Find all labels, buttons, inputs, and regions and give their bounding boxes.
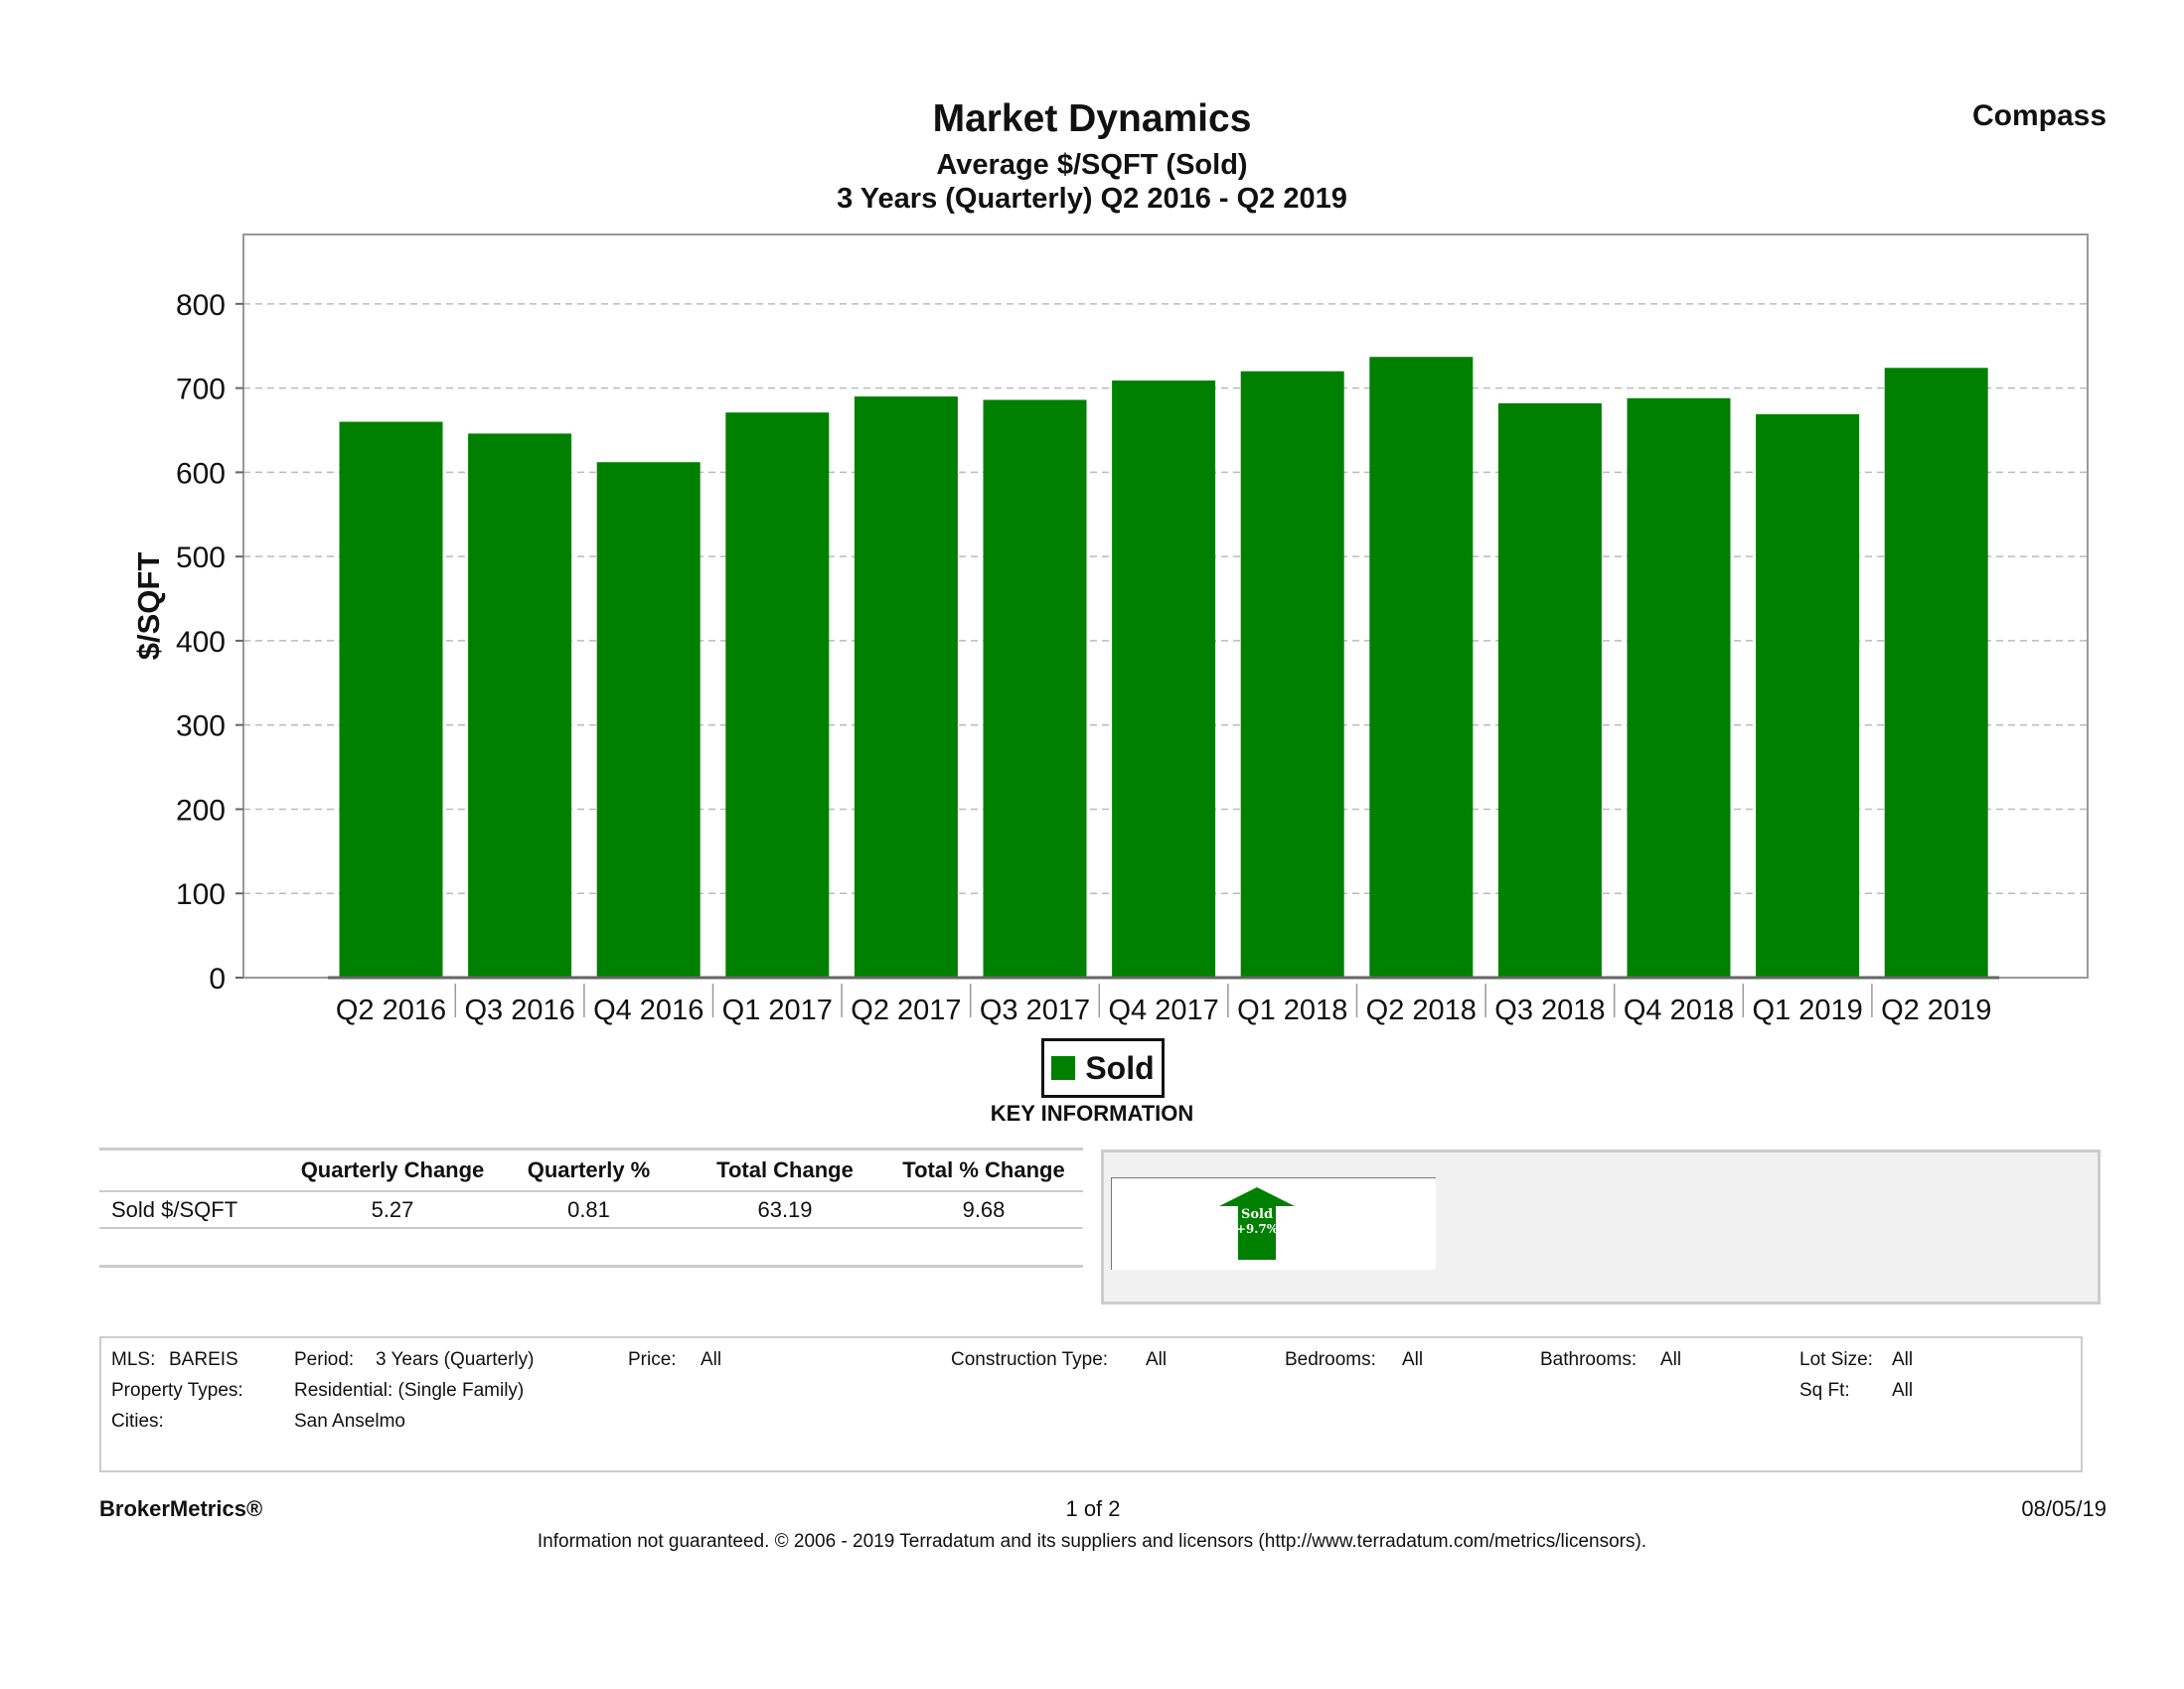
- cities-value: San Anselmo: [294, 1411, 405, 1432]
- bar-q1-2018: [1240, 371, 1344, 978]
- bar-chart: 0 100 200 300 400 500 600 700 800 Q2 2016 Q3 2016…: [131, 233, 2089, 1026]
- bar-q1-2017: [725, 412, 830, 978]
- legend-swatch-sold: [1051, 1056, 1076, 1080]
- x-tick-label: Q1 2018: [1237, 995, 1347, 1026]
- y-axis-ticks: 0 100 200 300 400 500 600 700 800: [176, 289, 243, 996]
- page-number: 1 of 2: [1065, 1496, 1121, 1521]
- bedrooms-label: Bedrooms:: [1285, 1349, 1376, 1370]
- table-header-row: Quarterly Change Quarterly % Total Chang…: [99, 1151, 1083, 1192]
- change-indicator-box: Sold +9.7%: [1111, 1177, 1436, 1270]
- sqft-label: Sq Ft:: [1799, 1380, 1850, 1401]
- mls-value: BAREIS: [169, 1349, 238, 1370]
- report-title: Market Dynamics: [932, 97, 1252, 140]
- header-quarterly-change: Quarterly Change: [293, 1151, 492, 1192]
- report-date: 08/05/19: [2021, 1496, 2106, 1521]
- x-tick-label: Q3 2018: [1494, 995, 1605, 1026]
- header-total-change: Total Change: [686, 1151, 884, 1192]
- property-types-value: Residential: (Single Family): [294, 1380, 525, 1401]
- bar-q2-2016: [339, 421, 443, 978]
- cities-label: Cities:: [111, 1411, 164, 1432]
- header-blank: [99, 1151, 293, 1192]
- cell-quarterly-change: 5.27: [293, 1191, 492, 1229]
- cell-total-change: 63.19: [686, 1191, 884, 1229]
- period-value: 3 Years (Quarterly): [376, 1349, 535, 1370]
- x-tick-label: Q3 2017: [980, 995, 1090, 1026]
- chart-legend: Sold: [1041, 1038, 1165, 1098]
- report-subtitle: Average $/SQFT (Sold): [936, 149, 1248, 181]
- bar-q4-2018: [1627, 397, 1731, 978]
- up-arrow-shape: [1219, 1187, 1295, 1260]
- construction-value: All: [1146, 1349, 1168, 1370]
- x-tick-label: Q2 2017: [851, 995, 961, 1026]
- y-tick-label: 0: [209, 963, 226, 996]
- x-tick-label: Q4 2018: [1624, 995, 1734, 1026]
- price-value: All: [701, 1349, 722, 1370]
- bathrooms-value: All: [1660, 1349, 1682, 1370]
- price-label: Price:: [628, 1349, 677, 1370]
- x-tick-label: Q3 2016: [464, 995, 574, 1026]
- row-label: Sold $/SQFT: [99, 1191, 293, 1229]
- y-tick-label: 200: [176, 794, 226, 827]
- bar-q2-2018: [1369, 357, 1474, 978]
- x-tick-label: Q4 2017: [1108, 995, 1218, 1026]
- bar-q3-2018: [1497, 402, 1602, 978]
- bar-q2-2017: [854, 396, 958, 978]
- footer-brand: BrokerMetrics®: [99, 1496, 263, 1521]
- construction-label: Construction Type:: [951, 1349, 1109, 1370]
- key-information-title: KEY INFORMATION: [990, 1101, 1194, 1126]
- y-tick-label: 800: [176, 289, 226, 322]
- x-tick-label: Q1 2019: [1752, 995, 1862, 1026]
- x-tick-label: Q2 2016: [336, 995, 446, 1026]
- up-arrow-icon: Sold +9.7%: [1219, 1187, 1295, 1260]
- search-criteria-box: [99, 1336, 2083, 1472]
- header-quarterly-pct: Quarterly %: [492, 1151, 686, 1192]
- legend-label-sold: Sold: [1085, 1049, 1155, 1086]
- y-tick-label: 700: [176, 374, 226, 406]
- bathrooms-label: Bathrooms:: [1540, 1349, 1638, 1370]
- y-tick-label: 100: [176, 878, 226, 911]
- bar-q1-2019: [1756, 413, 1860, 979]
- bar-series-sold: [339, 357, 1988, 979]
- y-tick-label: 500: [176, 541, 226, 574]
- sqft-value: All: [1892, 1380, 1914, 1401]
- bar-q4-2016: [596, 462, 701, 978]
- header-total-pct-change: Total % Change: [884, 1151, 1083, 1192]
- y-tick-label: 300: [176, 710, 226, 743]
- table-row: Sold $/SQFT 5.27 0.81 63.19 9.68: [99, 1191, 1083, 1229]
- mls-label: MLS:: [111, 1349, 156, 1370]
- y-tick-label: 400: [176, 626, 226, 659]
- bar-q2-2019: [1884, 368, 1988, 978]
- badge-value: +9.7%: [1236, 1222, 1279, 1236]
- bedrooms-value: All: [1402, 1349, 1424, 1370]
- lotsize-value: All: [1892, 1349, 1914, 1370]
- bar-q4-2017: [1112, 380, 1216, 978]
- x-tick-label: Q1 2017: [722, 995, 833, 1026]
- table-row-empty: [99, 1228, 1083, 1268]
- y-tick-label: 600: [176, 457, 226, 490]
- y-axis-label: $/SQFT: [131, 552, 166, 661]
- cell-total-pct-change: 9.68: [884, 1191, 1083, 1229]
- bar-q3-2016: [468, 433, 572, 978]
- lotsize-label: Lot Size:: [1799, 1349, 1873, 1370]
- brand-name: Compass: [1971, 99, 2106, 132]
- key-table-top-rule: [99, 1148, 1083, 1151]
- cell-quarterly-pct: 0.81: [492, 1191, 686, 1229]
- bar-q3-2017: [983, 399, 1087, 979]
- period-label: Period:: [294, 1349, 355, 1370]
- report-period: 3 Years (Quarterly) Q2 2016 - Q2 2019: [837, 183, 1347, 215]
- x-tick-label: Q4 2016: [593, 995, 703, 1026]
- disclaimer: Information not guaranteed. © 2006 - 201…: [537, 1531, 1647, 1552]
- badge-label: Sold: [1241, 1207, 1273, 1222]
- x-axis-ticks: Q2 2016 Q3 2016 Q4 2016 Q1 2017 Q2 2017 Q3 20…: [336, 984, 1991, 1026]
- x-tick-label: Q2 2019: [1881, 995, 1991, 1026]
- key-information-table: Quarterly Change Quarterly % Total Chang…: [99, 1151, 1083, 1268]
- property-types-label: Property Types:: [111, 1380, 243, 1401]
- x-tick-label: Q2 2018: [1366, 995, 1477, 1026]
